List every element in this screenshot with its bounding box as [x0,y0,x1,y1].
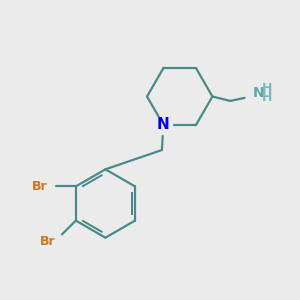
Text: Br: Br [32,180,48,193]
Text: N: N [157,117,170,132]
Text: N: N [253,86,264,100]
Text: Br: Br [39,235,55,248]
Text: H: H [262,82,273,95]
Text: H: H [262,92,273,104]
